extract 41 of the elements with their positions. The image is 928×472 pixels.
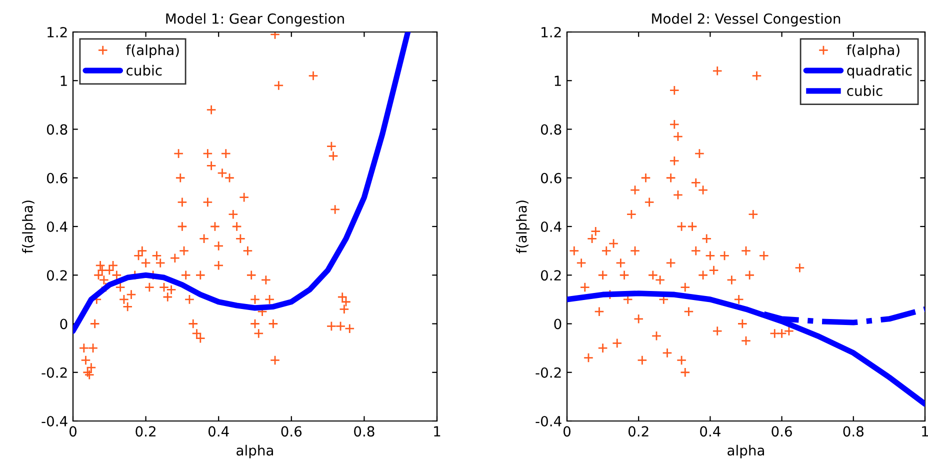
y-tick-label: -0.4 [42,416,68,426]
legend-label: cubic [126,64,162,76]
x-tick-label: 0 [563,426,570,437]
legend-label: f(alpha) [126,44,179,58]
y-tick-label: 0.8 [540,124,562,135]
y-tick-label: 0.6 [46,172,68,184]
x-tick-label: 0.2 [628,426,648,437]
x-tick-label: 0.2 [136,426,156,437]
y-tick-label: -0.2 [536,367,561,378]
chart-title: Model 2: Vessel Congestion [652,13,840,27]
x-tick-label: 0 [69,426,76,437]
y-tick-label: 0 [60,318,68,330]
x-axis-title: alpha [236,444,273,458]
y-tick-label: 0.4 [540,221,562,232]
y-tick-label: 0.2 [540,270,561,281]
y-tick-label: 0.6 [540,172,562,184]
y-tick-label: 1.2 [48,26,67,38]
y-tick-label: 1 [554,76,561,86]
y-tick-label: -0.4 [536,416,562,426]
y-axis-title: f(alpha) [22,200,36,254]
y-tick-label: 1 [60,76,67,86]
x-tick-label: 0.6 [772,426,792,437]
x-tick-label: 0.6 [281,426,302,437]
x-tick-label: 0.4 [700,426,720,437]
legend-label: f(alpha) [846,44,900,58]
x-axis-title: alpha [728,444,764,458]
y-axis-title: f(alpha) [516,200,530,254]
y-tick-label: -0.2 [42,367,67,378]
y-tick-label: 0.8 [46,124,68,135]
x-tick-label: 1 [922,426,928,436]
y-tick-label: 0.4 [46,221,68,232]
chart-title: Model 1: Gear Congestion [166,13,344,27]
y-tick-label: 0 [554,318,562,330]
legend-label: quadratic [847,64,912,78]
y-tick-label: 1.2 [542,26,561,38]
x-tick-label: 0.4 [208,426,229,437]
x-tick-label: 0.8 [354,426,374,437]
y-tick-label: 0.2 [46,270,67,281]
legend-label: cubic [847,85,882,96]
x-tick-label: 0.8 [843,426,864,437]
x-tick-label: 1 [434,426,440,436]
